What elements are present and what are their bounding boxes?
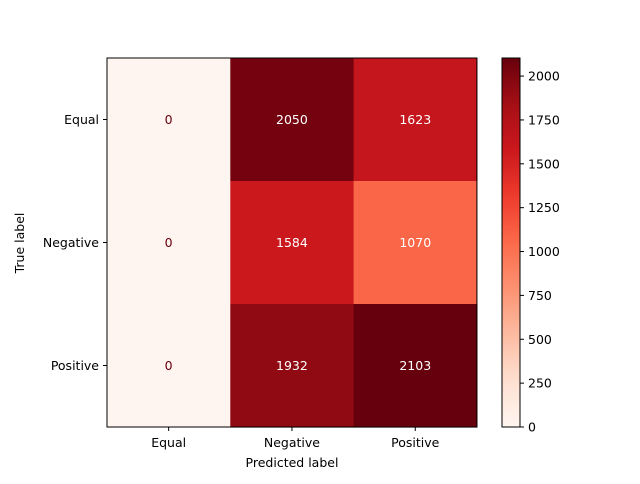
cell-value-label-r0-c0: 0 [165, 112, 173, 127]
heatmap-cell-r0-c2 [353, 58, 478, 182]
cell-value-label-r2-c0: 0 [165, 358, 173, 373]
heatmap-cell-r1-c0 [107, 181, 231, 305]
colorbar-tick-label-1: 250 [528, 376, 552, 391]
cell-value-label-r1-c1: 1584 [276, 235, 308, 250]
colorbar-tick-label-2: 500 [528, 332, 552, 347]
colorbar-tick-label-7: 1750 [528, 112, 560, 127]
heatmap-cell-r2-c1 [230, 304, 355, 428]
heatmap-cell-r2-c0 [107, 304, 231, 428]
x-tick-label-0: Equal [151, 435, 186, 450]
cell-value-label-r2-c1: 1932 [276, 358, 308, 373]
heatmap-cell-r1-c2 [353, 181, 478, 305]
colorbar-tick-label-5: 1250 [528, 200, 560, 215]
colorbar-layer: 0 250 500 750 1000 1250 1500 1750 2000 [501, 57, 560, 435]
cell-value-label-r1-c0: 0 [165, 235, 173, 250]
heatmap-cell-r2-c2 [353, 304, 478, 428]
colorbar-tick-label-4: 1000 [528, 244, 560, 259]
y-tick-label-2: Positive [51, 358, 99, 373]
colorbar-tick-label-3: 750 [528, 288, 552, 303]
y-tick-label-1: Negative [43, 235, 99, 250]
cell-value-label-r0-c2: 1623 [399, 112, 431, 127]
x-axis-label: Predicted label [246, 455, 339, 470]
colorbar-tick-label-8: 2000 [528, 69, 560, 84]
y-axis-label: True label [12, 213, 27, 275]
heatmap-cell-r0-c1 [230, 58, 355, 182]
heatmap-layer: 0 2050 1623 0 1584 1070 0 1932 2103 [107, 58, 478, 428]
cell-value-label-r1-c2: 1070 [399, 235, 431, 250]
y-tick-label-0: Equal [64, 112, 99, 127]
cell-value-label-r0-c1: 2050 [276, 112, 308, 127]
axes-layer: Equal Negative Positive Equal Negative Positi… [43, 57, 478, 450]
x-tick-label-1: Negative [264, 435, 320, 450]
colorbar-tick-label-6: 1500 [528, 156, 560, 171]
colorbar-tick-label-0: 0 [528, 420, 536, 435]
x-tick-label-2: Positive [391, 435, 439, 450]
cell-value-label-r2-c2: 2103 [399, 358, 431, 373]
colorbar [501, 57, 521, 428]
heatmap-cell-r0-c0 [107, 58, 231, 182]
heatmap-cell-r1-c1 [230, 181, 355, 305]
